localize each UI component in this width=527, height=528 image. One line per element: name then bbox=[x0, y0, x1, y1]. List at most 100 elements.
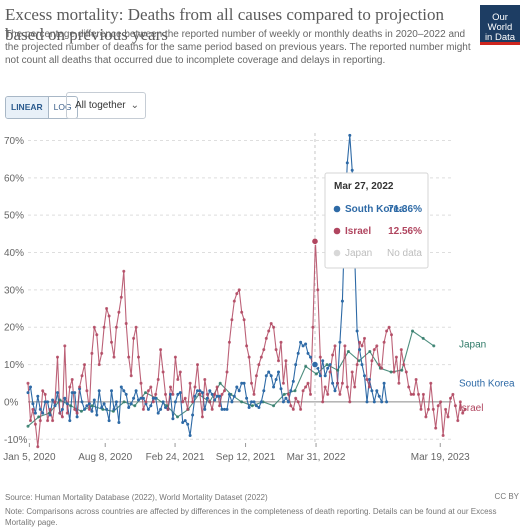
linear-scale-button[interactable]: LINEAR bbox=[6, 97, 49, 118]
point-south_korea bbox=[284, 396, 288, 400]
point-israel bbox=[210, 407, 214, 411]
point-japan bbox=[336, 368, 340, 372]
point-israel bbox=[154, 392, 158, 396]
point-south_korea bbox=[245, 396, 249, 400]
point-south_korea bbox=[186, 422, 190, 426]
point-israel bbox=[458, 400, 462, 404]
point-south_korea bbox=[375, 389, 379, 393]
point-israel bbox=[402, 363, 406, 367]
point-south_korea bbox=[257, 406, 261, 409]
point-israel bbox=[68, 385, 72, 389]
point-israel bbox=[181, 400, 185, 404]
point-south_korea bbox=[36, 394, 40, 398]
point-south_korea bbox=[176, 392, 180, 396]
point-israel bbox=[48, 407, 52, 411]
point-israel bbox=[132, 336, 136, 340]
point-israel bbox=[232, 299, 236, 303]
x-tick-label: Jan 5, 2020 bbox=[3, 452, 56, 463]
point-south_korea bbox=[299, 340, 303, 344]
point-israel bbox=[316, 288, 320, 292]
y-tick-label: 10% bbox=[4, 360, 24, 371]
point-south_korea bbox=[46, 400, 50, 404]
point-south_korea bbox=[223, 407, 226, 411]
point-israel bbox=[161, 370, 165, 374]
point-south_korea bbox=[382, 381, 386, 385]
point-japan bbox=[272, 404, 276, 408]
point-israel bbox=[284, 359, 288, 363]
point-south_korea bbox=[41, 411, 45, 415]
y-tick-label: 50% bbox=[4, 211, 24, 222]
point-israel bbox=[311, 325, 315, 329]
point-south_korea bbox=[316, 366, 320, 370]
point-israel bbox=[274, 348, 278, 352]
point-japan bbox=[79, 409, 83, 413]
point-israel bbox=[277, 359, 280, 363]
point-israel bbox=[424, 415, 428, 419]
point-israel bbox=[336, 381, 339, 385]
owid-logo[interactable]: Our World in Data bbox=[480, 5, 520, 45]
point-south_korea bbox=[73, 391, 77, 395]
point-israel bbox=[281, 381, 285, 385]
point-south_korea bbox=[53, 404, 57, 408]
point-israel bbox=[124, 322, 128, 325]
point-japan bbox=[250, 404, 254, 408]
point-south_korea bbox=[169, 392, 172, 396]
point-israel bbox=[272, 325, 276, 329]
series-line-japan bbox=[27, 330, 435, 427]
point-south_korea bbox=[60, 407, 64, 411]
point-south_korea bbox=[63, 396, 67, 400]
y-tick-label: 30% bbox=[4, 285, 24, 296]
point-israel bbox=[58, 411, 62, 415]
point-japan bbox=[411, 329, 414, 333]
point-south_korea bbox=[129, 402, 133, 406]
point-israel bbox=[200, 415, 204, 419]
point-south_korea bbox=[367, 378, 371, 381]
point-south_korea bbox=[328, 363, 332, 367]
point-israel bbox=[404, 370, 408, 374]
point-israel bbox=[451, 392, 455, 396]
point-south_korea bbox=[370, 389, 374, 393]
y-tick-label: 40% bbox=[4, 248, 24, 259]
point-israel bbox=[29, 419, 32, 423]
point-south_korea bbox=[358, 348, 362, 352]
point-japan bbox=[400, 368, 404, 372]
point-israel bbox=[117, 310, 121, 314]
point-south_korea bbox=[218, 394, 222, 398]
point-israel bbox=[409, 392, 413, 396]
point-japan bbox=[293, 389, 297, 393]
point-south_korea bbox=[178, 391, 182, 395]
line-chart[interactable]: 70% 60% 50% 40% 30% 20% 10% 0% -10% Jan 5, 2020 A… bbox=[0, 125, 527, 485]
point-israel bbox=[421, 392, 425, 396]
point-south_korea bbox=[70, 391, 74, 395]
point-south_korea bbox=[48, 413, 52, 417]
point-israel bbox=[453, 404, 457, 408]
point-south_korea bbox=[127, 406, 131, 409]
point-israel bbox=[259, 355, 263, 359]
point-israel bbox=[156, 378, 160, 381]
point-israel bbox=[169, 385, 172, 389]
point-israel bbox=[92, 325, 96, 329]
point-israel bbox=[38, 419, 42, 423]
point-israel bbox=[397, 381, 401, 385]
point-israel bbox=[245, 344, 249, 348]
facet-select[interactable]: All together ⌄ bbox=[66, 92, 146, 119]
point-israel bbox=[252, 392, 256, 396]
point-south_korea bbox=[333, 389, 337, 393]
y-tick-label: 70% bbox=[4, 136, 24, 147]
point-israel bbox=[250, 381, 253, 385]
point-israel bbox=[235, 292, 239, 296]
log-scale-button[interactable]: LOG bbox=[53, 102, 72, 112]
point-israel bbox=[372, 348, 376, 352]
point-israel bbox=[134, 325, 138, 329]
x-tick-label: Sep 12, 2021 bbox=[216, 452, 276, 463]
point-japan bbox=[240, 400, 244, 404]
point-israel bbox=[188, 381, 192, 385]
license-badge[interactable]: CC BY bbox=[494, 492, 519, 501]
point-south_korea bbox=[159, 407, 163, 411]
point-israel bbox=[149, 385, 153, 389]
point-israel bbox=[385, 329, 389, 333]
point-south_korea bbox=[254, 404, 258, 408]
point-south_korea bbox=[134, 389, 138, 393]
point-israel bbox=[296, 400, 300, 404]
